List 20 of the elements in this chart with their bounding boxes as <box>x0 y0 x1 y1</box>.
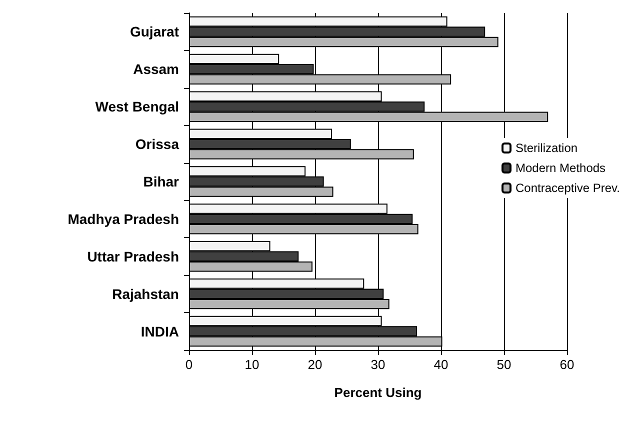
legend-label: Contraceptive Prev. <box>516 181 620 195</box>
legend-label: Modern Methods <box>516 161 606 175</box>
x-tick-label: 30 <box>370 357 386 372</box>
y-tick-label: Orissa <box>135 136 180 152</box>
x-tick-label: 40 <box>434 357 448 372</box>
legend-label: Sterilization <box>516 141 578 155</box>
y-tick-label: INDIA <box>140 323 179 340</box>
y-tick-label: West Bengal <box>95 98 179 115</box>
y-tick-label: Assam <box>133 61 179 78</box>
x-tick-label: 60 <box>560 357 574 372</box>
y-tick-label: Bihar <box>143 174 180 190</box>
x-tick-label: 50 <box>496 357 512 372</box>
y-tick-label: Rajahstan <box>112 286 179 302</box>
x-tick-label: 20 <box>308 357 322 372</box>
y-tick-label: Uttar Pradesh <box>87 248 179 264</box>
x-tick-label: 0 <box>185 357 193 372</box>
y-tick-label: Gujarat <box>130 24 180 40</box>
x-tick-label: 10 <box>244 357 260 372</box>
x-axis-title: Percent Using <box>334 385 422 400</box>
y-tick-label: Madhya Pradesh <box>68 210 179 227</box>
